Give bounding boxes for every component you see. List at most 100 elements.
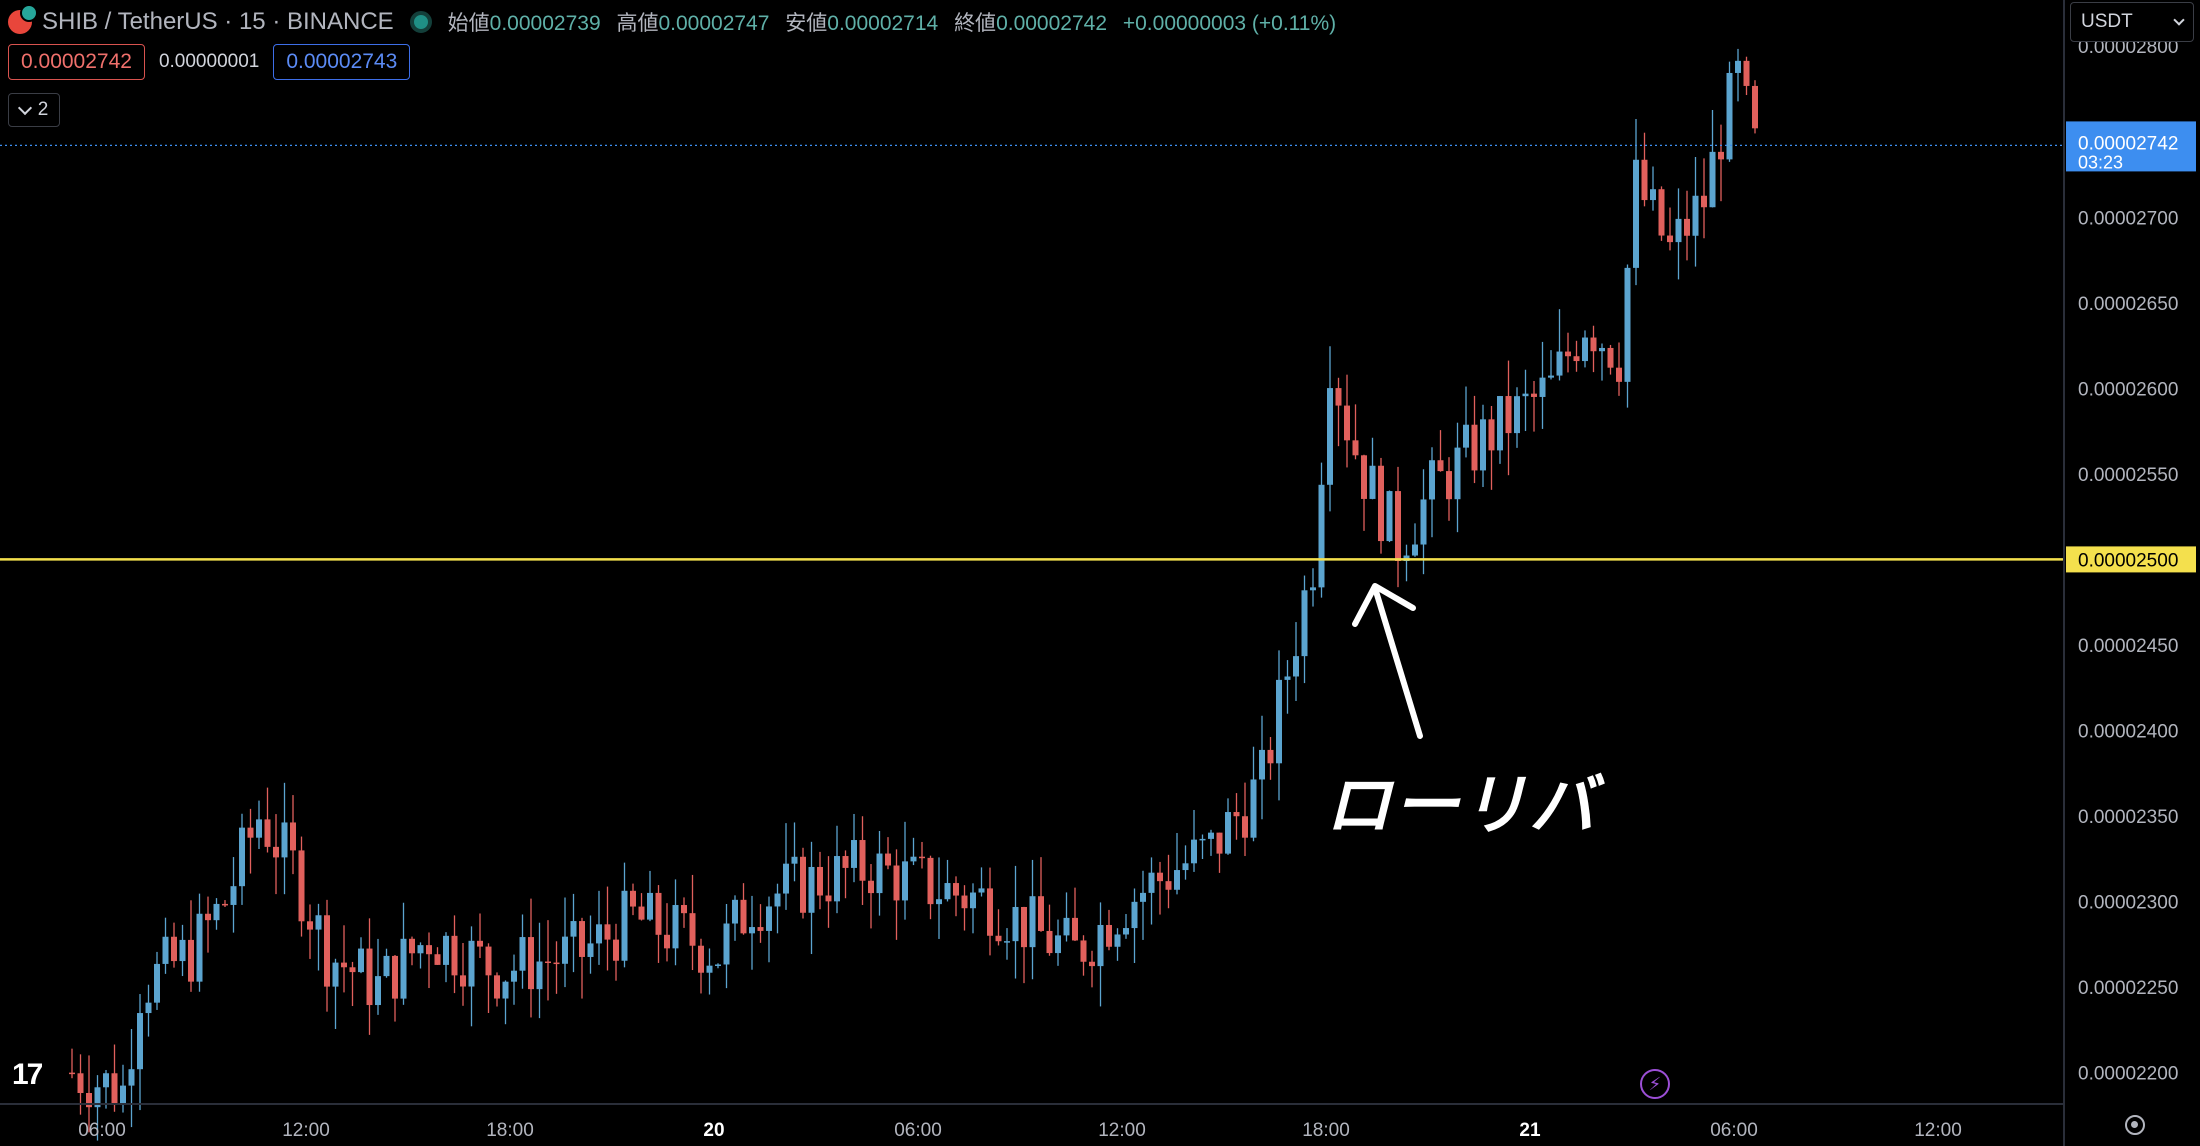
candle-body: [927, 857, 934, 905]
candle-body: [1318, 484, 1325, 588]
level-price-label: 0.00002500: [2078, 550, 2178, 571]
candle-body: [205, 913, 211, 921]
candle-body: [766, 906, 772, 931]
sell-button[interactable]: 0.00002742: [8, 44, 145, 80]
candle-body: [1429, 460, 1435, 500]
buy-button[interactable]: 0.00002743: [273, 44, 411, 80]
candle-body: [94, 1087, 101, 1108]
currency-select[interactable]: USDT: [2070, 2, 2194, 42]
candle-body: [1386, 491, 1393, 542]
gear-icon[interactable]: [2125, 1115, 2145, 1135]
chevron-down-icon: [2173, 13, 2185, 26]
candle-body: [621, 890, 628, 961]
candle-body: [553, 962, 560, 965]
candle-body: [273, 846, 279, 858]
last-price-tag: [2066, 121, 2196, 172]
candle-body: [1565, 351, 1571, 357]
candle-body: [111, 1073, 118, 1106]
market-status-icon[interactable]: [409, 11, 432, 33]
price-tick-label: 0.00002650: [2078, 294, 2178, 315]
candle-body: [613, 939, 619, 961]
candle-body: [188, 939, 194, 982]
candle-body: [1454, 447, 1461, 500]
candle-body: [196, 913, 203, 982]
candle-body: [341, 962, 347, 968]
spread-value: 0.00000001: [158, 51, 260, 72]
time-axis[interactable]: 06:00 12:00 18:00 20 06:00 12:00 18:00 21 06:00 1…: [78, 1120, 1962, 1141]
price-tick-label: 0.00002300: [2078, 893, 2178, 914]
candle-body: [69, 1072, 75, 1075]
candle-body: [256, 819, 262, 838]
candle-body: [1412, 544, 1418, 556]
candles-layer: [69, 48, 1758, 1141]
candle-body: [1667, 235, 1673, 243]
annotation-arrow: [1352, 583, 1423, 739]
price-tick-label: 0.00002200: [2078, 1064, 2178, 1085]
candle-body: [1157, 872, 1163, 882]
candle-body: [494, 975, 500, 999]
candle-body: [1437, 460, 1444, 472]
candle-body: [222, 903, 228, 906]
candle-body: [570, 921, 577, 937]
symbol-header[interactable]: SHIB / TetherUS · 15 · BINANCE 始値0.00002…: [8, 4, 1336, 38]
candle-body: [1752, 85, 1758, 129]
candle-body: [1284, 676, 1291, 680]
candle-body: [1675, 218, 1682, 243]
price-axis[interactable]: 0.000028000.000027500.000027000.00002650…: [2066, 37, 2196, 1085]
candle-body: [1650, 189, 1656, 201]
candle-body: [604, 924, 611, 940]
time-tick-label: 12:00: [1098, 1120, 1146, 1141]
candle-body: [647, 892, 653, 920]
candle-body: [128, 1069, 135, 1086]
candle-body: [1497, 396, 1503, 451]
price-tick-label: 0.00002350: [2078, 807, 2178, 828]
candle-body: [1344, 405, 1350, 441]
candle-body: [1522, 393, 1529, 397]
candle-body: [1743, 60, 1750, 86]
candle-body: [409, 938, 415, 954]
time-tick-label: 18:00: [1302, 1120, 1350, 1141]
candle-body: [1599, 347, 1605, 352]
candle-body: [757, 927, 764, 931]
candle-body: [86, 1092, 92, 1108]
candle-body: [1242, 816, 1248, 838]
level-price-tag[interactable]: [2066, 546, 2196, 573]
candle-body: [1726, 72, 1733, 160]
candle-body: [1539, 377, 1546, 397]
symbol-title[interactable]: SHIB / TetherUS · 15 · BINANCE: [42, 8, 394, 35]
candle-body: [1471, 424, 1478, 471]
candle-body: [1165, 881, 1172, 890]
candle-body: [723, 923, 730, 965]
candle-body: [264, 819, 271, 847]
candle-body: [213, 903, 220, 921]
lightning-icon[interactable]: ⚡: [1640, 1069, 1670, 1099]
candle-body: [885, 853, 891, 866]
candle-body: [349, 967, 356, 973]
price-tick-label: 0.00002250: [2078, 978, 2178, 999]
candle-body: [1624, 267, 1631, 382]
candle-body: [502, 981, 509, 999]
candle-body: [1633, 159, 1639, 268]
tradingview-logo[interactable]: 17: [12, 1058, 43, 1091]
time-tick-label: 06:00: [894, 1120, 942, 1141]
candle-body: [154, 963, 160, 1003]
candle-body: [706, 965, 713, 973]
candle-body: [1208, 832, 1214, 839]
candle-body: [817, 866, 823, 896]
candle-body: [519, 937, 526, 971]
candle-body: [375, 976, 381, 1006]
candle-body: [681, 905, 687, 914]
candle-body: [800, 856, 806, 913]
price-tick-label: 0.00002700: [2078, 208, 2178, 229]
candle-body: [1514, 396, 1520, 434]
candle-body: [460, 975, 466, 987]
candle-body: [1140, 892, 1146, 902]
candle-body: [1573, 356, 1580, 362]
candle-body: [383, 955, 390, 977]
indicators-toggle[interactable]: 2: [8, 93, 60, 127]
candle-body: [1106, 924, 1112, 947]
candle-body: [1658, 189, 1665, 236]
candle-body: [103, 1073, 109, 1088]
candle-body: [961, 895, 968, 909]
